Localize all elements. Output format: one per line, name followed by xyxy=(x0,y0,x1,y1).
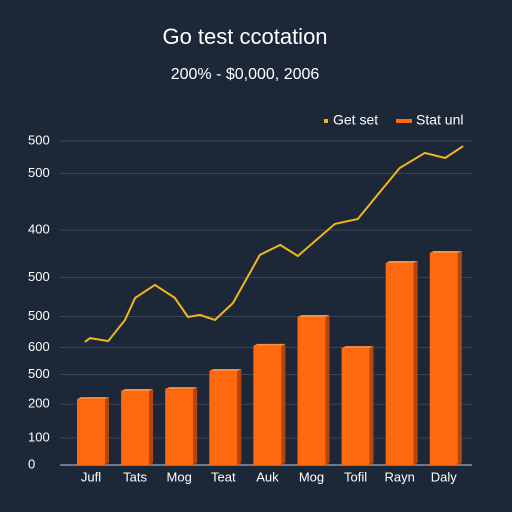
bar-top xyxy=(253,343,286,346)
legend-swatch xyxy=(396,119,412,123)
bar-top xyxy=(121,389,154,392)
bar-side xyxy=(105,397,109,465)
bar xyxy=(165,389,194,465)
chart-subtitle: 200% - $0,000, 2006 xyxy=(171,66,320,83)
bar xyxy=(297,317,326,465)
y-tick-label: 600 xyxy=(28,339,50,354)
bar xyxy=(209,371,238,465)
bar-top xyxy=(297,315,330,318)
y-tick-label: 0 xyxy=(28,456,35,471)
line xyxy=(84,145,464,343)
bar-side xyxy=(193,387,198,465)
x-tick-label: Tats xyxy=(123,469,147,484)
legend-swatch xyxy=(324,119,328,123)
bar xyxy=(121,391,150,465)
y-tick-label: 100 xyxy=(28,429,50,444)
chart-title: Go test ccotation xyxy=(162,24,327,49)
y-tick-label: 500 xyxy=(28,269,50,284)
bar-top xyxy=(385,261,418,264)
x-tick-label: Rayn xyxy=(385,469,415,484)
bar-top xyxy=(209,369,242,372)
bar-top xyxy=(77,397,109,400)
bar-top xyxy=(165,387,198,390)
x-tick-label: Mog xyxy=(167,469,192,484)
x-tick-label: Mog xyxy=(299,469,324,484)
x-tick-label: Tofil xyxy=(344,469,367,484)
legend-label: Stat unl xyxy=(416,112,463,128)
x-tick-label: Daly xyxy=(431,469,458,484)
bar-side xyxy=(237,369,242,465)
y-tick-label: 500 xyxy=(28,366,50,381)
legend-label: Get set xyxy=(333,112,378,128)
bar-side xyxy=(369,346,374,465)
bar-side xyxy=(325,315,330,465)
bar xyxy=(341,348,370,465)
bar-top xyxy=(341,346,374,349)
bar xyxy=(253,345,282,465)
y-tick-label: 500 xyxy=(28,132,50,147)
y-tick-label: 500 xyxy=(28,308,50,323)
x-tick-label: Teat xyxy=(211,469,236,484)
y-tick-label: 400 xyxy=(28,222,50,237)
y-tick-label: 200 xyxy=(28,396,50,411)
bar-side xyxy=(149,389,154,465)
x-tick-label: Jufl xyxy=(81,469,101,484)
bar-top xyxy=(429,251,462,254)
bar-side xyxy=(281,343,286,465)
bar-side xyxy=(457,251,462,465)
bar xyxy=(385,263,414,465)
y-tick-label: 500 xyxy=(28,165,50,180)
bar-side xyxy=(413,261,418,465)
bar xyxy=(429,253,458,465)
x-tick-label: Auk xyxy=(256,469,279,484)
bar xyxy=(77,399,105,465)
